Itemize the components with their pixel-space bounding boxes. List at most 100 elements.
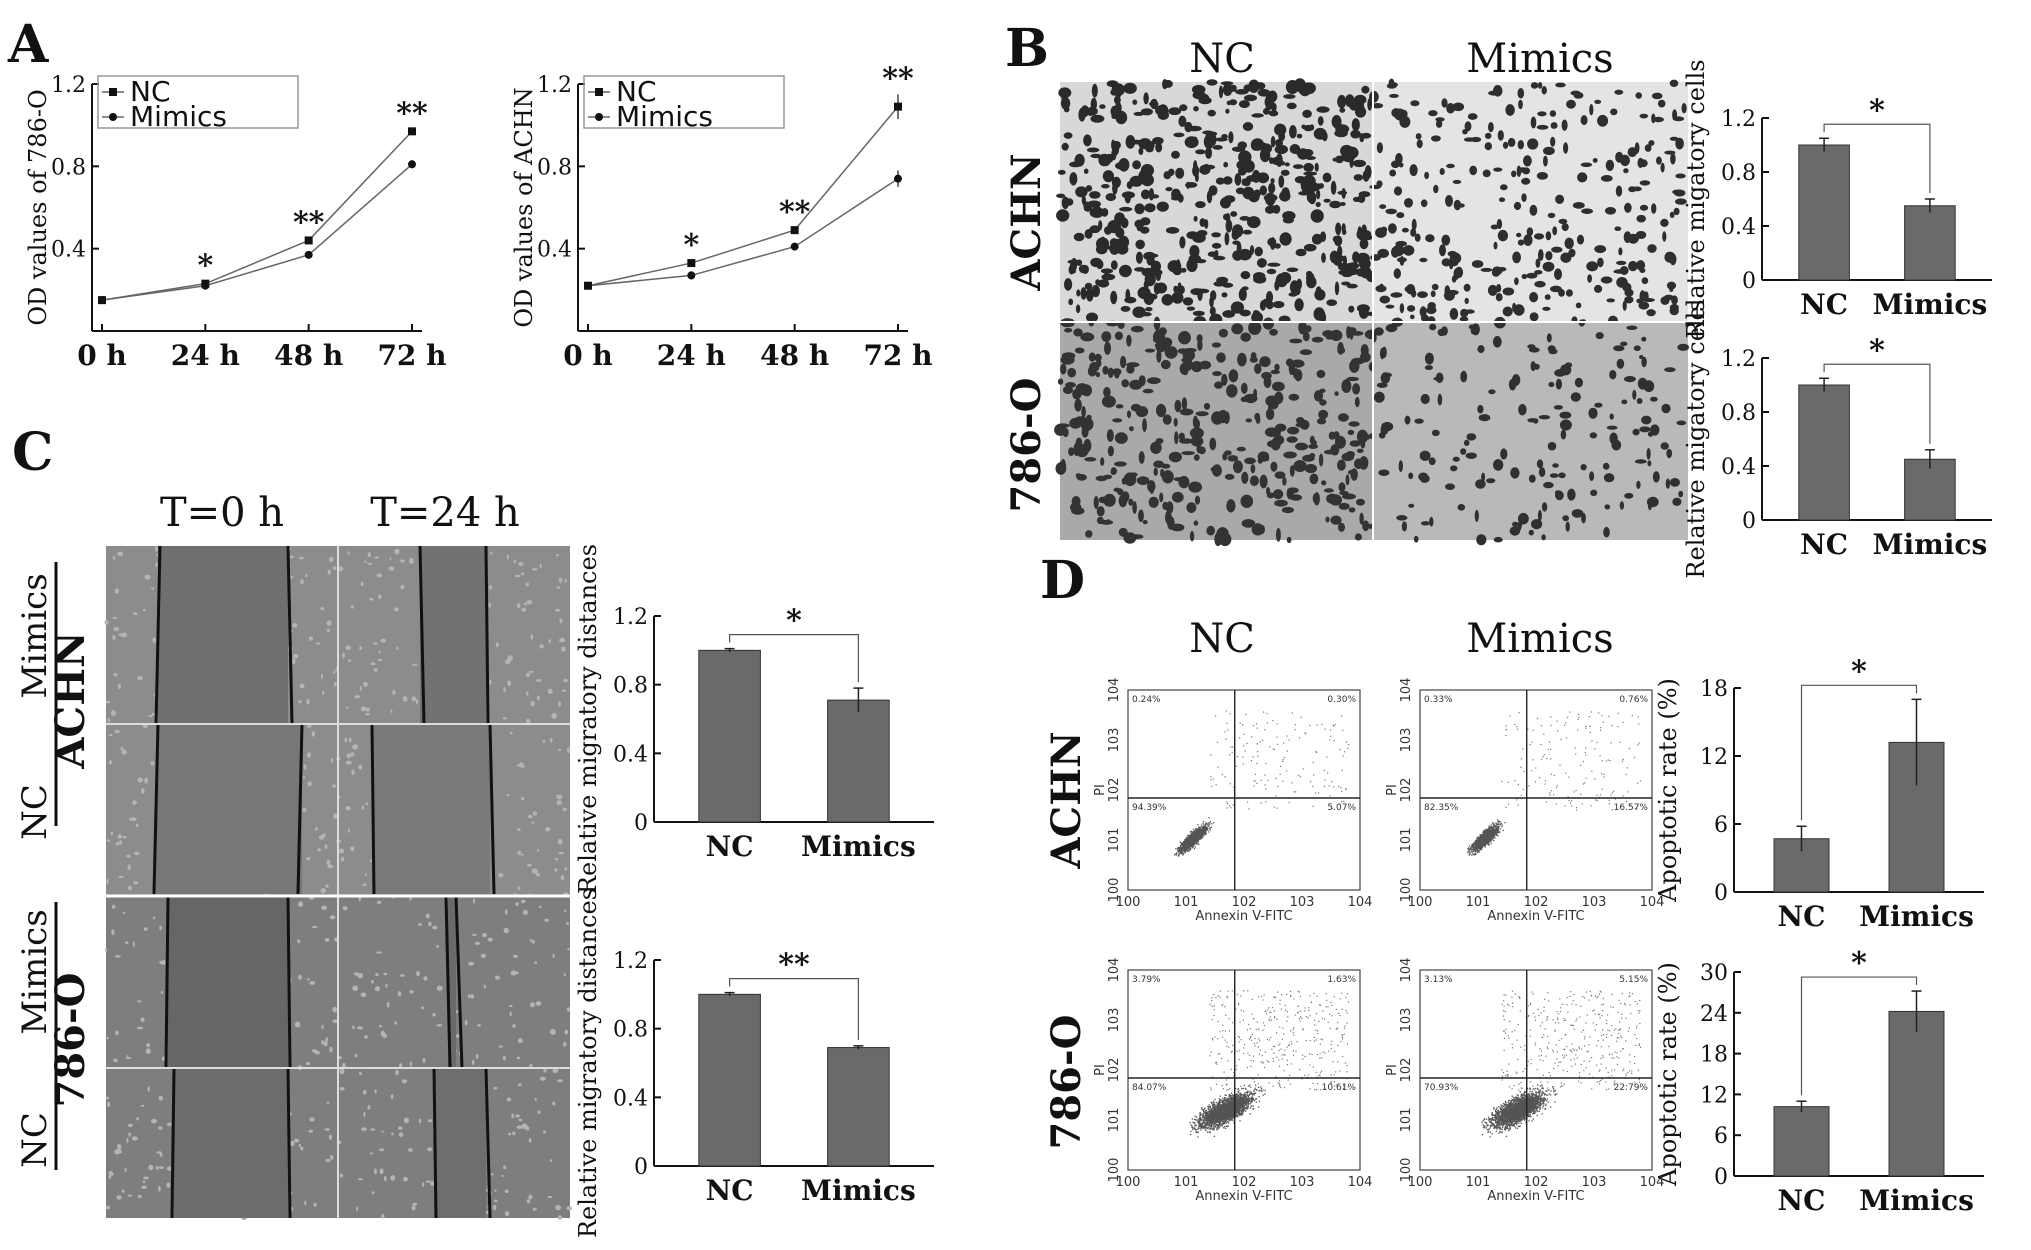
c-row-786o-nc: NC — [15, 1112, 55, 1168]
x-tick-label: 104 — [1348, 895, 1373, 910]
c-col-t24: T=24 h — [370, 490, 520, 536]
d-col-nc: NC — [1189, 616, 1255, 662]
y-axis-label: Apoptotic rate (%) — [1654, 962, 1682, 1187]
y-tick-label: 104 — [1107, 678, 1122, 703]
series-line-mimics — [587, 178, 899, 287]
y-tick-label: 103 — [1107, 728, 1122, 753]
y-tick-label: 6 — [1714, 1124, 1728, 1149]
y-axis-label: PI — [1093, 784, 1108, 796]
quadrant-value: 70.93% — [1424, 1083, 1459, 1093]
x-tick-label: 72 h — [863, 339, 932, 372]
panel-label-d: D — [1040, 550, 1085, 611]
x-tick-label: NC — [1800, 288, 1848, 321]
y-tick-label: 0.8 — [1721, 401, 1756, 426]
bar-mimics — [1904, 458, 1956, 521]
y-tick-label: 12 — [1700, 1083, 1728, 1108]
x-tick-label: 103 — [1582, 1175, 1607, 1190]
y-axis-label: PI — [1093, 1064, 1108, 1076]
y-tick-label: 0.4 — [1721, 215, 1756, 240]
x-tick-label: NC — [706, 830, 754, 863]
significance-marker: * — [1851, 946, 1867, 981]
y-axis-label: Relative migatory cells — [1682, 59, 1710, 338]
x-tick-label: 0 h — [77, 339, 127, 372]
panel-label-c: C — [12, 422, 53, 483]
x-tick-label: NC — [1778, 1184, 1826, 1217]
y-tick-label: 101 — [1399, 1108, 1414, 1133]
quadrant-value: 0.24% — [1132, 695, 1161, 705]
y-tick-label: 6 — [1714, 813, 1728, 838]
quadrant-value: 0.30% — [1327, 695, 1356, 705]
legend-entry: Mimics — [616, 100, 713, 133]
plot-frame — [1419, 689, 1653, 891]
x-tick-label: 103 — [1290, 1175, 1315, 1190]
y-tick-label: 104 — [1399, 678, 1414, 703]
x-tick-label: 101 — [1174, 1175, 1199, 1190]
y-tick-label: 1.2 — [613, 605, 648, 630]
quadrant-value: 94.39% — [1132, 803, 1167, 813]
y-tick-label: 1.2 — [613, 949, 648, 974]
plot-frame — [1127, 969, 1361, 1171]
panel-label-b: B — [1005, 18, 1049, 79]
significance-marker: * — [1869, 333, 1885, 368]
x-tick-label: 104 — [1640, 1175, 1665, 1190]
series-line-nc — [587, 106, 899, 287]
c-cell-786o: 786-O — [47, 973, 94, 1108]
d-col-mimics: Mimics — [1466, 616, 1613, 662]
plot-frame — [1127, 689, 1361, 891]
quadrant-value: 3.13% — [1424, 975, 1453, 985]
x-tick-label: 101 — [1466, 895, 1491, 910]
x-tick-label: NC — [1778, 900, 1826, 933]
y-tick-label: 0.4 — [613, 1086, 648, 1111]
y-tick-label: 103 — [1399, 728, 1414, 753]
y-tick-label: 1.2 — [1721, 107, 1756, 132]
y-tick-label: 102 — [1107, 1058, 1122, 1083]
x-tick-label: 101 — [1174, 895, 1199, 910]
y-tick-label: 18 — [1700, 677, 1728, 702]
point-nc — [687, 259, 696, 268]
x-tick-label: 48 h — [274, 339, 343, 372]
x-tick-label: Mimics — [801, 1174, 916, 1207]
y-tick-label: 0.4 — [51, 238, 86, 263]
significance-bracket — [1800, 976, 1918, 1096]
x-tick-label: 102 — [1524, 895, 1549, 910]
y-tick-label: 1.2 — [1721, 347, 1756, 372]
point-nc — [408, 127, 416, 136]
y-axis-label: Relative migatory cells — [1682, 299, 1710, 578]
c-gap-786o-nc-t0 — [174, 1068, 288, 1218]
bar-mimics — [827, 699, 890, 823]
x-tick-label: 104 — [1348, 1175, 1373, 1190]
quadrant-value: 16.57% — [1614, 803, 1649, 813]
series-line-nc — [101, 130, 413, 301]
quadrant-value: 3.79% — [1132, 975, 1161, 985]
y-tick-label: 0 — [1714, 1165, 1728, 1190]
y-tick-label: 100 — [1107, 878, 1122, 903]
y-tick-label: 0 — [1714, 881, 1728, 906]
c-gap-achn-mimics-t0 — [158, 546, 288, 724]
y-tick-label: 0 — [1742, 509, 1756, 534]
bar-mimics — [827, 1047, 890, 1167]
bar-nc — [698, 649, 761, 823]
bar-chart-D2: 0 6 12 18 24 30 NC Mimics * Apoptotic rate (%) — [1654, 946, 1984, 1217]
c-gap-786o-nc-t24 — [434, 1068, 486, 1218]
point-mimics — [201, 281, 210, 290]
c-row-achn-nc: NC — [15, 784, 55, 840]
y-tick-label: 100 — [1107, 1158, 1122, 1183]
significance-bracket — [1823, 363, 1931, 444]
bar-chart-C2: 0 0.4 0.8 1.2 NC Mimics ** Relative migratory d… — [574, 888, 934, 1238]
x-tick-label: 102 — [1232, 895, 1257, 910]
c-wound-images — [104, 545, 573, 1221]
y-tick-label: 104 — [1399, 958, 1414, 983]
x-tick-label: 100 — [1116, 1175, 1141, 1190]
c-row-786o-mimics: Mimics — [15, 909, 55, 1034]
quadrant-value: 1.63% — [1327, 975, 1356, 985]
y-tick-label: 0.8 — [537, 155, 572, 180]
bar-chart-C1: 0 0.4 0.8 1.2 NC Mimics * Relative migratory di… — [574, 544, 934, 894]
b-col-nc: NC — [1189, 36, 1255, 82]
y-tick-label: 102 — [1399, 778, 1414, 803]
point-nc — [894, 102, 902, 111]
x-tick-label: 0 h — [563, 339, 613, 372]
y-tick-label: 103 — [1107, 1008, 1122, 1033]
quadrant-value: 5.15% — [1619, 975, 1648, 985]
x-tick-label: NC — [1800, 528, 1848, 561]
